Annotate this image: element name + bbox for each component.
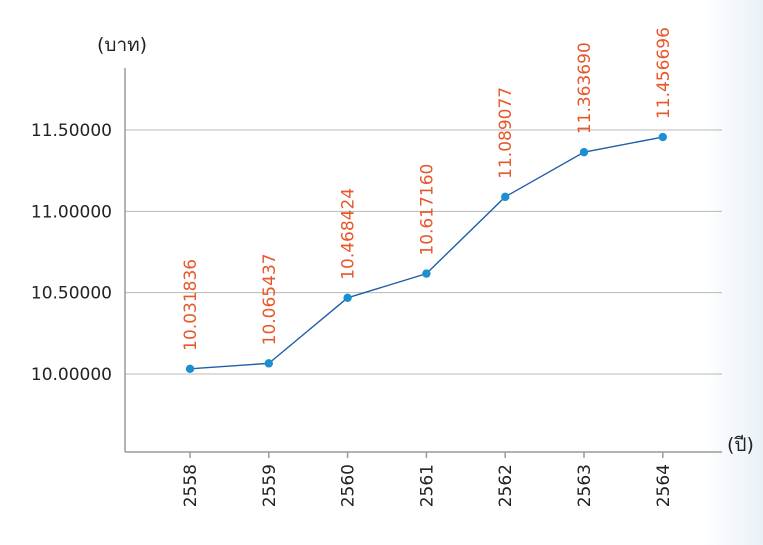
x-tick-label: 2564 [654, 464, 674, 507]
data-label: 10.468424 [339, 188, 359, 280]
data-point [501, 192, 510, 202]
data-label: 10.617160 [417, 164, 437, 256]
x-unit-label: (ปี) [727, 434, 754, 456]
data-point [658, 132, 667, 142]
x-tick-label: 2563 [575, 464, 595, 507]
data-label: 10.031836 [181, 259, 201, 351]
data-point [343, 293, 352, 303]
data-label: 11.089077 [496, 87, 516, 179]
data-point [185, 364, 195, 374]
x-tick-label: 2560 [339, 464, 359, 507]
data-label: 11.456696 [654, 27, 674, 119]
y-tick-label: 11.50000 [31, 121, 112, 141]
data-point [422, 269, 431, 278]
data-label: 10.065437 [260, 253, 280, 345]
x-tick-label: 2558 [181, 464, 201, 507]
x-tick-label: 2559 [260, 464, 280, 507]
y-tick-label: 10.50000 [31, 284, 112, 304]
data-label: 11.363690 [575, 42, 595, 134]
x-tick-label: 2562 [496, 464, 516, 507]
y-unit-label: (บาท) [97, 34, 147, 56]
data-point [264, 359, 273, 368]
y-tick-label: 11.00000 [31, 202, 112, 222]
y-tick-label: 10.00000 [31, 365, 112, 385]
x-tick-label: 2561 [417, 464, 437, 507]
data-point [579, 147, 589, 157]
